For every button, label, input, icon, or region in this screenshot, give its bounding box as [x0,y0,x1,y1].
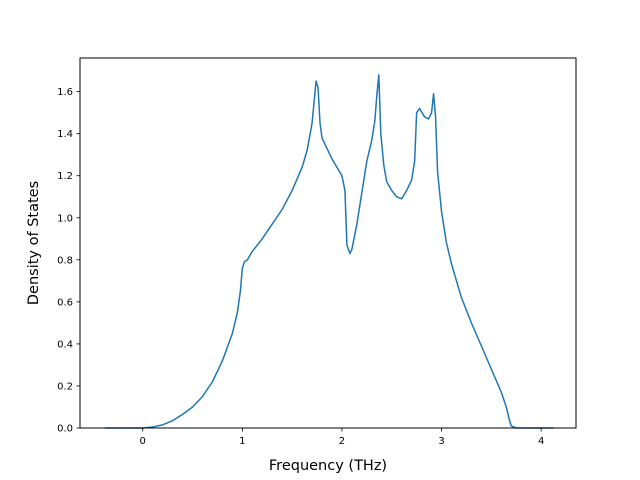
plot-background [80,58,576,428]
x-tick-label: 2 [339,436,345,447]
y-axis-label: Density of States [26,181,42,305]
x-tick-label: 3 [438,436,444,447]
x-axis-ticks: 0 1 2 3 4 [140,428,544,447]
series-line-0 [104,74,554,429]
x-tick-label: 1 [239,436,245,447]
y-tick-label: 1.6 [57,87,73,98]
y-tick-label: 0.2 [57,381,73,392]
x-tick-label: 4 [538,436,544,447]
plot-frame [79,57,577,429]
y-tick-label: 1.0 [57,213,73,224]
y-tick-label: 1.4 [57,129,73,140]
x-tick-label: 0 [140,436,146,447]
y-axis-ticks: 0.0 0.2 0.4 0.6 0.8 1.0 1.2 1.4 1.6 [57,87,80,435]
y-tick-label: 0.6 [57,297,73,308]
y-tick-label: 0.4 [57,339,73,350]
y-tick-label: 0.8 [57,255,73,266]
x-axis-label: Frequency (THz) [269,458,387,474]
y-tick-label: 1.2 [57,171,73,182]
series-line-layer [104,74,554,429]
y-tick-label: 0.0 [57,424,73,435]
